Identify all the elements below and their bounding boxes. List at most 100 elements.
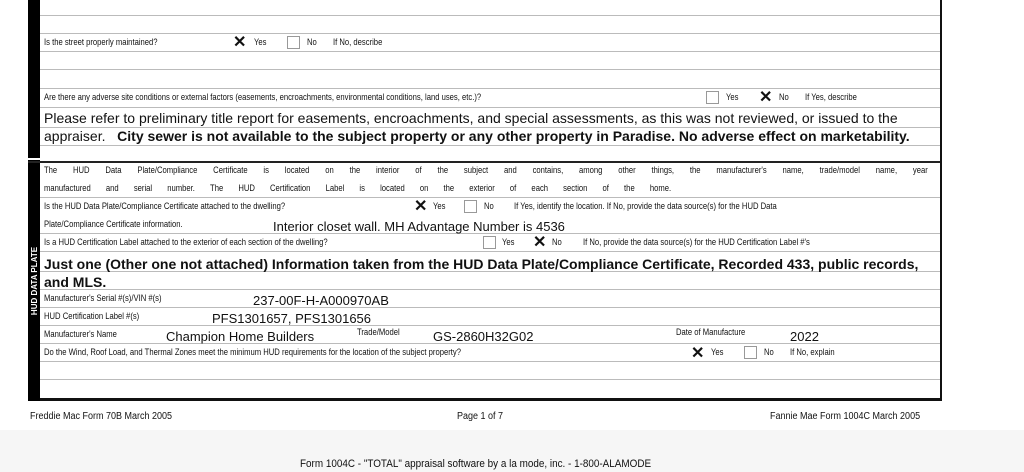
label-question: Is a HUD Certification Label attached to…: [44, 237, 328, 247]
street-no-checkbox[interactable]: [287, 36, 300, 49]
street-describe-label: If No, describe: [333, 37, 383, 47]
intro-word: located: [380, 183, 405, 193]
row-line: [40, 88, 940, 89]
row-line: [40, 145, 940, 146]
adverse-yes-checkbox[interactable]: [706, 91, 719, 104]
intro-word: of: [602, 183, 609, 193]
date-label: Date of Manufacture: [676, 327, 746, 337]
plate-no-checkbox[interactable]: [464, 200, 477, 213]
plate-answer[interactable]: Interior closet wall. MH Advantage Numbe…: [273, 219, 565, 234]
label-no-checkbox[interactable]: ✕: [533, 234, 547, 251]
cert-value[interactable]: PFS1301657, PFS1301656: [212, 311, 372, 326]
row-line: [40, 307, 940, 308]
intro-word: subject: [463, 165, 489, 175]
appraisal-form: HUD DATA PLATE Is the street properly ma…: [28, 0, 942, 401]
intro-word: things,: [651, 165, 675, 175]
intro-word: exterior: [469, 183, 495, 193]
footer-page-number: Page 1 of 7: [457, 411, 504, 422]
plate-yes-checkbox[interactable]: ✕: [414, 198, 428, 215]
label-yes-label: Yes: [502, 237, 515, 247]
label-answer-line1[interactable]: Just one (Other one not attached) Inform…: [44, 256, 919, 272]
intro-word: is: [263, 165, 269, 175]
street-yes-checkbox[interactable]: ✕: [233, 34, 247, 51]
adverse-answer-line1[interactable]: Please refer to preliminary title report…: [44, 110, 898, 126]
intro-word: Data: [105, 165, 122, 175]
intro-word: name,: [782, 165, 804, 175]
intro-word: manufacturer's: [716, 165, 767, 175]
intro-word: and: [503, 165, 517, 175]
intro-word: contains,: [532, 165, 564, 175]
zones-yes-label: Yes: [711, 347, 724, 357]
row-line: [40, 107, 940, 108]
model-value[interactable]: GS-2860H32G02: [433, 329, 534, 344]
intro-word: among: [579, 165, 603, 175]
intro-word: other: [618, 165, 636, 175]
label-no-label: No: [552, 237, 562, 247]
intro-word: interior: [376, 165, 400, 175]
plate-no-label: No: [484, 201, 494, 211]
label-yes-checkbox[interactable]: [483, 236, 496, 249]
street-yes-label: Yes: [254, 37, 267, 47]
label-answer-line2[interactable]: and MLS.: [44, 274, 107, 290]
intro-word: the: [443, 183, 455, 193]
zones-no-checkbox[interactable]: [744, 346, 757, 359]
adverse-no-label: No: [779, 92, 789, 102]
intro-word: trade/model: [819, 165, 860, 175]
zones-no-label: No: [764, 347, 774, 357]
plate-instructions: If Yes, identify the location. If No, pr…: [514, 201, 777, 211]
mfr-label: Manufacturer's Name: [44, 329, 117, 339]
intro-word: the: [349, 165, 361, 175]
row-line: [40, 69, 940, 70]
intro-word: and: [105, 183, 119, 193]
street-no-label: No: [307, 37, 317, 47]
intro-word: on: [325, 165, 334, 175]
intro-word: on: [419, 183, 429, 193]
plate-question: Is the HUD Data Plate/Compliance Certifi…: [44, 201, 286, 211]
intro-word: serial: [133, 183, 153, 193]
intro-word: Plate/Compliance: [137, 165, 198, 175]
intro-word: of: [415, 165, 422, 175]
adverse-yes-label: Yes: [726, 92, 739, 102]
intro-word: the: [437, 165, 449, 175]
model-label: Trade/Model: [357, 327, 400, 337]
plate-question-cont: Plate/Compliance Certificate information…: [44, 219, 183, 229]
row-line: [40, 379, 940, 380]
intro-word: number.: [167, 183, 195, 193]
intro-word: of: [509, 183, 517, 193]
mfr-value[interactable]: Champion Home Builders: [166, 329, 315, 344]
intro-word: the: [624, 183, 635, 193]
row-line: [40, 15, 940, 16]
adverse-question: Are there any adverse site conditions or…: [44, 92, 482, 102]
hud-intro-line2: manufactured and serial number. The HUD Certif…: [44, 182, 671, 194]
serial-value[interactable]: 237-00F-H-A000970AB: [253, 293, 389, 308]
intro-word: HUD: [238, 183, 255, 193]
adverse-no-checkbox[interactable]: ✕: [759, 89, 773, 106]
section-sidebar: HUD DATA PLATE: [28, 0, 40, 401]
intro-word: HUD: [73, 165, 90, 175]
page-bottom-band: [0, 430, 1024, 472]
row-line: [40, 289, 940, 290]
row-line: [40, 127, 940, 128]
cert-label: HUD Certification Label #(s): [44, 311, 140, 321]
intro-word: located: [284, 165, 310, 175]
footer-left: Freddie Mac Form 70B March 2005: [30, 411, 173, 422]
row-line: [40, 233, 940, 234]
date-value[interactable]: 2022: [790, 329, 819, 344]
intro-word: The: [44, 165, 58, 175]
zones-question: Do the Wind, Roof Load, and Thermal Zone…: [44, 347, 461, 357]
intro-word: home.: [649, 183, 672, 193]
zones-yes-checkbox[interactable]: ✕: [691, 345, 705, 362]
street-question: Is the street properly maintained?: [44, 37, 158, 47]
row-line: [40, 51, 940, 52]
intro-word: Certificate: [213, 165, 248, 175]
intro-word: manufactured: [44, 183, 91, 193]
row-line: [40, 271, 940, 272]
adverse-answer-normal: appraiser.: [44, 128, 106, 144]
intro-word: Label: [325, 183, 345, 193]
intro-word: each: [531, 183, 549, 193]
row-line: [40, 361, 940, 362]
row-line: [40, 197, 940, 198]
intro-word: Certification: [270, 183, 311, 193]
adverse-answer-line2[interactable]: appraiser. City sewer is not available t…: [44, 128, 910, 144]
row-line: [40, 33, 940, 34]
